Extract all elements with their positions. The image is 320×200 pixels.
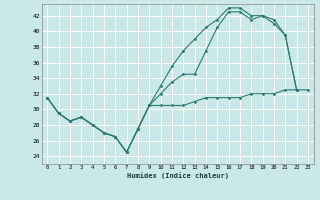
- X-axis label: Humidex (Indice chaleur): Humidex (Indice chaleur): [127, 172, 228, 179]
